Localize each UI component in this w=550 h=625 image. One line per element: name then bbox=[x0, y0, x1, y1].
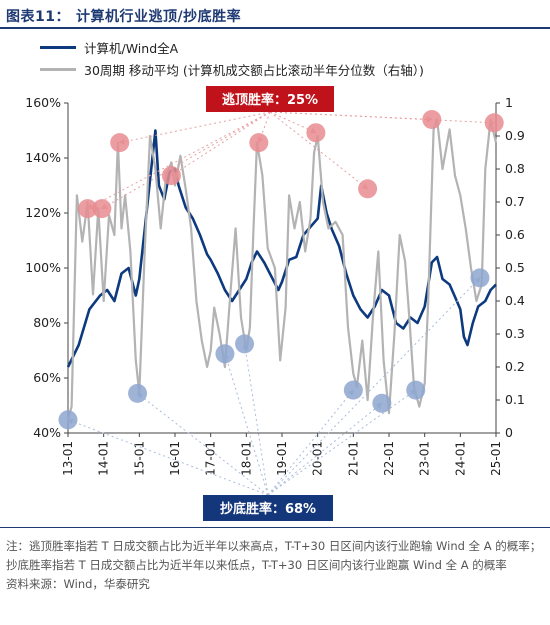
y-left-tick-label: 140% bbox=[25, 150, 61, 165]
y-left-tick-label: 100% bbox=[25, 260, 61, 275]
figure-number: 图表11： bbox=[6, 9, 70, 25]
bottom-marker bbox=[58, 410, 78, 430]
bottom-connector bbox=[242, 342, 269, 496]
legend-label-ratio: 计算机/Wind全A bbox=[84, 40, 179, 56]
bottom-connector bbox=[67, 418, 269, 496]
y-right-tick-label: 0.7 bbox=[505, 194, 525, 209]
annotation-bottom-box bbox=[203, 495, 333, 521]
y-right-tick-label: 0.6 bbox=[505, 227, 525, 242]
y-right-tick-label: 0.5 bbox=[505, 260, 525, 275]
x-tick-label: 20-01 bbox=[311, 441, 325, 476]
legend-swatch-gray bbox=[40, 67, 76, 71]
bottom-marker bbox=[343, 380, 363, 400]
bottom-marker bbox=[406, 380, 426, 400]
y-right-tick-label: 1 bbox=[505, 95, 513, 110]
y-right-tick-label: 0.3 bbox=[505, 326, 525, 341]
chart-plot: 40% 60% 80% 100% 120% 140% 160% 0 0.1 0.2 0.3 0.4 0.… bbox=[25, 86, 525, 521]
note-text: 注：逃顶胜率指若 T 日成交额占比为近半年以来高点，T-T+30 日区间内该行业… bbox=[6, 539, 542, 572]
bottom-marker bbox=[372, 393, 392, 413]
annotation-top-box bbox=[206, 86, 334, 112]
bottom-connector bbox=[267, 277, 481, 496]
x-tick-label: 14-01 bbox=[97, 441, 111, 476]
annotation-bottom-label: 抄底胜率：68% bbox=[220, 501, 316, 517]
y-left-tick-label: 120% bbox=[25, 205, 61, 220]
bottom-connector bbox=[267, 389, 417, 496]
top-marker bbox=[161, 166, 181, 186]
top-marker bbox=[484, 113, 504, 133]
bottom-connector bbox=[267, 402, 383, 496]
y-right-tick-label: 0.9 bbox=[505, 128, 525, 143]
y-right-tick-label: 0 bbox=[505, 425, 513, 440]
top-marker bbox=[78, 199, 98, 219]
legend-swatch-navy bbox=[40, 45, 76, 49]
top-marker bbox=[92, 199, 112, 219]
legend-item-ma: 30周期 移动平均 (计算机成交额占比滚动半年分位数（右轴）) bbox=[40, 58, 424, 80]
top-marker bbox=[306, 123, 326, 143]
top-connector bbox=[118, 111, 271, 145]
x-tick-label: 18-01 bbox=[239, 441, 253, 476]
x-tick-label: 25-01 bbox=[489, 441, 503, 476]
y-left-tick-label: 60% bbox=[33, 370, 61, 385]
y-right-tick-label: 0.2 bbox=[505, 359, 525, 374]
source-text: 资料来源：Wind，华泰研究 bbox=[6, 577, 150, 591]
top-connector bbox=[257, 111, 271, 144]
y-left-tick-label: 160% bbox=[25, 95, 61, 110]
y-left-tick-label: 80% bbox=[33, 315, 61, 330]
annotation-top-label: 逃顶胜率：25% bbox=[222, 92, 318, 108]
x-tick-label: 15-01 bbox=[132, 441, 146, 476]
y-right-tick-label: 0.8 bbox=[505, 161, 525, 176]
top-marker bbox=[358, 179, 378, 199]
title-divider bbox=[0, 27, 550, 29]
bottom-marker bbox=[128, 383, 148, 403]
top-connector bbox=[269, 111, 496, 126]
figure-title: 图表11： 计算机行业逃顶/抄底胜率 bbox=[6, 6, 241, 26]
bottom-marker bbox=[235, 334, 255, 354]
top-marker bbox=[249, 133, 269, 153]
x-tick-label: 21-01 bbox=[346, 441, 360, 476]
chart-legend: 计算机/Wind全A 30周期 移动平均 (计算机成交额占比滚动半年分位数（右轴… bbox=[40, 36, 424, 80]
legend-item-ratio: 计算机/Wind全A bbox=[40, 36, 424, 58]
figure-notes: 注：逃顶胜率指若 T 日成交额占比为近半年以来高点，T-T+30 日区间内该行业… bbox=[6, 537, 546, 594]
top-connector bbox=[269, 111, 369, 190]
y-left-tick-label: 40% bbox=[33, 425, 61, 440]
x-tick-label: 22-01 bbox=[382, 441, 396, 476]
x-tick-label: 13-01 bbox=[61, 441, 75, 476]
x-tick-label: 16-01 bbox=[168, 441, 182, 476]
x-tick-label: 24-01 bbox=[453, 441, 467, 476]
notes-divider bbox=[0, 527, 550, 528]
legend-label-ma: 30周期 移动平均 (计算机成交额占比滚动半年分位数（右轴）) bbox=[84, 62, 424, 78]
bottom-marker bbox=[215, 344, 235, 364]
x-tick-label: 17-01 bbox=[204, 441, 218, 476]
top-connector bbox=[101, 111, 271, 210]
top-connector bbox=[86, 111, 271, 210]
top-marker bbox=[422, 110, 442, 129]
y-right-tick-label: 0.1 bbox=[505, 392, 525, 407]
x-tick-label: 23-01 bbox=[418, 441, 432, 476]
bottom-marker bbox=[470, 268, 490, 288]
top-marker bbox=[110, 133, 130, 153]
x-tick-label: 19-01 bbox=[275, 441, 289, 476]
figure-title-text: 计算机行业逃顶/抄底胜率 bbox=[75, 9, 242, 25]
series-line-ratio bbox=[66, 129, 497, 368]
y-right-tick-label: 0.4 bbox=[505, 293, 525, 308]
